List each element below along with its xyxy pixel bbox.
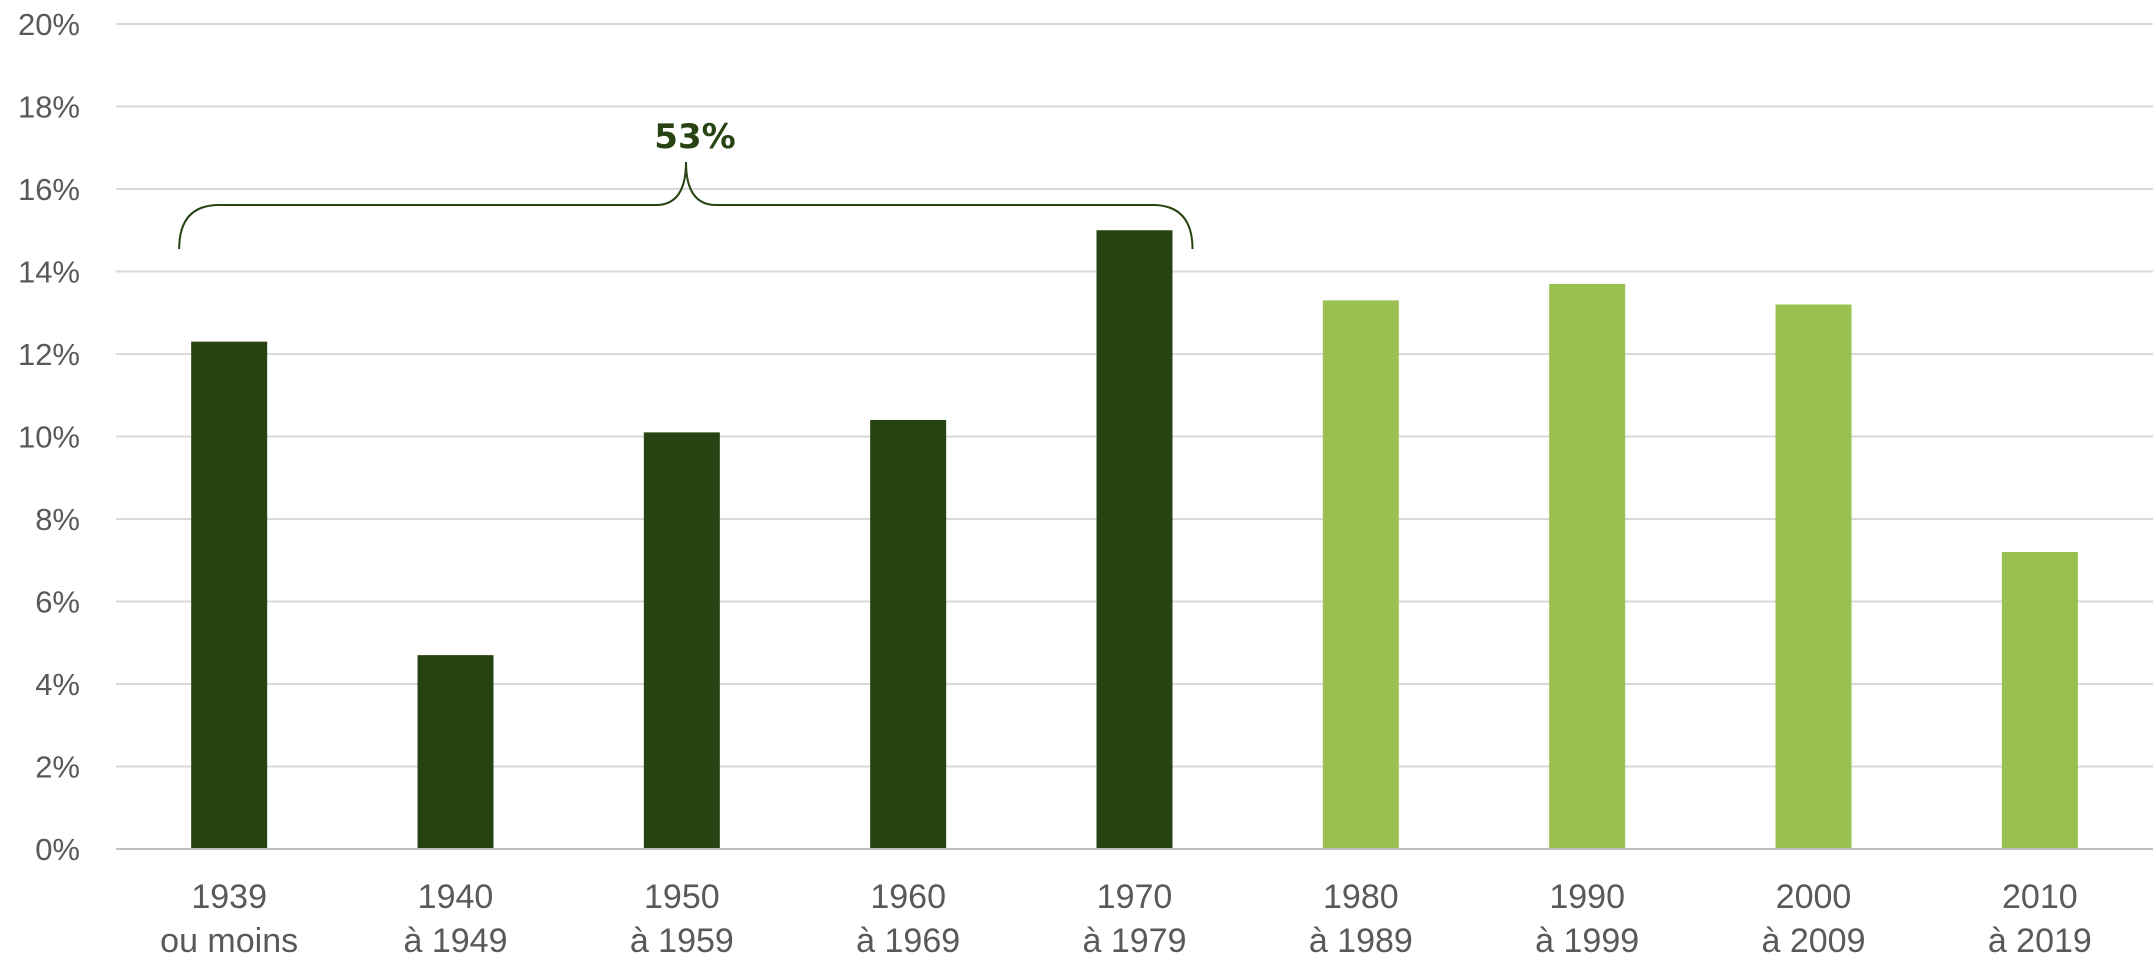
- bar: [417, 655, 494, 849]
- bar: [643, 432, 720, 849]
- bar: [2001, 552, 2078, 849]
- x-category-label: à 2019: [1988, 922, 2092, 958]
- x-category-label: 1980: [1323, 878, 1399, 916]
- y-tick-label: 14%: [18, 255, 80, 290]
- y-tick-label: 8%: [35, 502, 80, 537]
- y-tick-label: 2%: [35, 750, 80, 785]
- y-tick-label: 0%: [35, 832, 80, 867]
- x-category-label: 2010: [2002, 878, 2078, 916]
- x-axis-category-labels: 1939 ou moins 1940 à 1949 1950 à 1959 1960 à 19…: [160, 878, 2092, 958]
- x-category-label: 2000: [1776, 878, 1852, 916]
- y-tick-label: 20%: [18, 7, 80, 42]
- x-category-label: 1939: [191, 878, 267, 916]
- bar: [191, 341, 268, 849]
- annotation-brace-group: 53%: [178, 117, 1194, 250]
- x-category-label: à 1969: [856, 922, 960, 958]
- x-category-label: à 1949: [404, 922, 508, 958]
- bar: [1096, 230, 1173, 849]
- y-tick-label: 10%: [18, 420, 80, 455]
- x-category-label: à 1989: [1309, 922, 1413, 958]
- x-category-label: 1970: [1097, 878, 1173, 916]
- y-tick-label: 4%: [35, 667, 80, 702]
- bar: [870, 420, 947, 849]
- brace-shape: [178, 161, 1194, 250]
- x-category-label: ou moins: [160, 922, 298, 958]
- x-category-label: à 1959: [630, 922, 734, 958]
- bar: [1775, 304, 1852, 849]
- y-tick-label: 18%: [18, 90, 80, 125]
- y-axis-tick-labels: 0% 2% 4% 6% 8% 10% 12% 14% 16% 18% 20%: [18, 7, 80, 867]
- x-category-label: 1940: [418, 878, 494, 916]
- y-tick-label: 6%: [35, 585, 80, 620]
- x-category-label: à 1999: [1535, 922, 1639, 958]
- y-tick-label: 16%: [18, 172, 80, 207]
- y-tick-label: 12%: [18, 337, 80, 372]
- x-category-label: 1960: [870, 878, 946, 916]
- bars: [191, 230, 2078, 849]
- x-category-label: à 2009: [1762, 922, 1866, 958]
- x-category-label: 1990: [1549, 878, 1625, 916]
- bar: [1322, 300, 1399, 849]
- x-category-label: à 1979: [1083, 922, 1187, 958]
- x-category-label: 1950: [644, 878, 720, 916]
- annotation-label: 53%: [654, 117, 735, 157]
- bar: [1549, 283, 1626, 849]
